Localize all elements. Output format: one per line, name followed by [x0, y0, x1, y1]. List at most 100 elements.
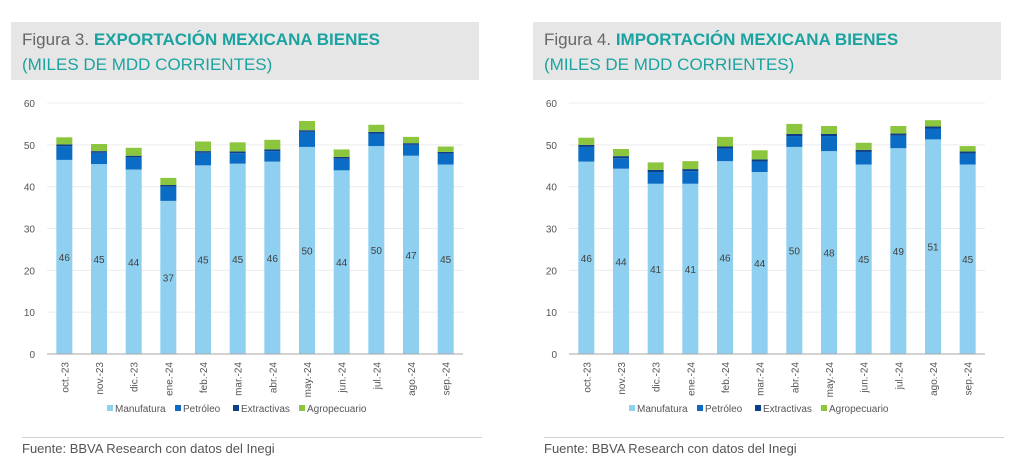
bar-segment-petrleo — [647, 172, 664, 184]
y-tick-label: 40 — [546, 183, 558, 194]
bar-segment-extractivas — [613, 156, 629, 159]
data-label: 44 — [336, 258, 348, 269]
x-tick-label: ago.-24 — [407, 362, 418, 396]
figure-3-panel: Figura 3. EXPORTACIÓN MEXICANA BIENES (M… — [11, 0, 501, 465]
y-tick-label: 10 — [24, 308, 36, 319]
data-label: 47 — [405, 251, 417, 262]
bar-segment-agropecuario — [229, 142, 246, 152]
data-label: 44 — [128, 258, 140, 269]
bar-segment-extractivas — [786, 133, 803, 137]
bar-segment-manufatura — [403, 155, 419, 354]
bar-segment-extractivas — [264, 149, 281, 152]
legend-label: Extractivas — [241, 404, 290, 415]
bar-segment-agropecuario — [959, 146, 976, 152]
x-tick-label: dic.-23 — [652, 362, 663, 392]
bar-segment-extractivas — [682, 169, 699, 172]
bar-segment-extractivas — [125, 155, 142, 158]
bar-segment-manufatura — [368, 146, 385, 354]
data-label: 41 — [685, 265, 697, 276]
bar-segment-extractivas — [751, 159, 768, 162]
bar-segment-agropecuario — [717, 136, 733, 147]
data-label: 45 — [858, 255, 870, 266]
bar-segment-manufatura — [925, 139, 941, 354]
figure-4-title: Figura 4. IMPORTACIÓN MEXICANA BIENES — [544, 30, 898, 50]
bar-segment-agropecuario — [56, 137, 73, 145]
bar-segment-manufatura — [821, 151, 837, 354]
bar-segment-manufatura — [578, 161, 595, 354]
data-label: 46 — [719, 254, 731, 265]
bar-segment-manufatura — [333, 170, 350, 354]
bar-segment-petrleo — [437, 153, 454, 165]
bar-segment-extractivas — [855, 149, 872, 152]
legend-label: Petróleo — [705, 404, 743, 415]
y-tick-label: 0 — [29, 350, 35, 361]
figure-4-title-box: Figura 4. IMPORTACIÓN MEXICANA BIENES (M… — [533, 22, 1001, 80]
x-tick-label: may.-24 — [825, 362, 836, 398]
legend-swatch-agropecuario — [821, 405, 827, 411]
y-tick-label: 20 — [546, 266, 558, 277]
bar-segment-agropecuario — [91, 143, 107, 152]
data-label: 44 — [615, 257, 627, 268]
bar-segment-extractivas — [959, 151, 976, 154]
bar-segment-manufatura — [959, 164, 976, 354]
bar-segment-extractivas — [925, 126, 941, 129]
bar-segment-agropecuario — [890, 126, 907, 134]
bar-segment-petrleo — [333, 158, 350, 171]
bar-segment-manufatura — [437, 164, 454, 354]
y-tick-label: 60 — [24, 99, 36, 110]
bar-segment-manufatura — [682, 183, 699, 354]
x-tick-label: sep.-24 — [964, 362, 975, 396]
bar-segment-petrleo — [786, 136, 803, 147]
bar-segment-agropecuario — [821, 126, 837, 134]
x-tick-label: dic.-23 — [130, 362, 141, 392]
data-label: 44 — [754, 259, 766, 270]
bar-segment-extractivas — [56, 144, 73, 147]
bar-segment-manufatura — [855, 164, 872, 354]
bar-segment-petrleo — [751, 161, 768, 173]
bar-segment-petrleo — [125, 157, 142, 170]
data-label: 50 — [371, 246, 383, 257]
data-label: 50 — [789, 246, 801, 257]
data-label: 45 — [962, 255, 974, 266]
bar-segment-extractivas — [229, 151, 246, 154]
legend-label: Manufatura — [637, 404, 688, 415]
data-label: 45 — [232, 255, 244, 266]
bar-segment-extractivas — [647, 169, 664, 173]
bar-segment-agropecuario — [264, 139, 281, 150]
bar-segment-agropecuario — [613, 149, 629, 157]
x-tick-label: ene.-24 — [164, 362, 175, 396]
x-tick-label: nov.-23 — [95, 362, 106, 395]
bar-segment-agropecuario — [578, 137, 595, 145]
data-label: 46 — [581, 254, 593, 265]
data-label: 51 — [927, 243, 939, 254]
bar-segment-petrleo — [403, 144, 419, 156]
data-label: 37 — [163, 273, 175, 284]
bar-segment-extractivas — [195, 151, 211, 153]
figure-3-title-text: EXPORTACIÓN MEXICANA BIENES — [93, 30, 381, 49]
bar-segment-manufatura — [717, 161, 733, 354]
bar-segment-petrleo — [264, 151, 281, 162]
bar-segment-extractivas — [333, 156, 350, 159]
bar-segment-extractivas — [368, 131, 385, 134]
y-tick-label: 60 — [546, 99, 558, 110]
x-tick-label: ago.-24 — [929, 362, 940, 396]
bar-segment-agropecuario — [160, 177, 177, 185]
x-tick-label: sep.-24 — [442, 362, 453, 396]
legend-label: Agropecuario — [307, 404, 367, 415]
x-tick-label: jul.-24 — [372, 362, 383, 391]
bar-segment-petrleo — [959, 153, 976, 165]
bar-segment-petrleo — [195, 152, 211, 166]
y-tick-label: 10 — [546, 308, 558, 319]
y-tick-label: 0 — [551, 350, 557, 361]
x-tick-label: may.-24 — [303, 362, 314, 398]
x-tick-label: jun.-24 — [860, 362, 871, 394]
y-tick-label: 30 — [24, 225, 36, 236]
bar-segment-petrleo — [890, 135, 907, 149]
legend-swatch-petrleo — [697, 405, 703, 411]
figure-4-subtitle: (MILES DE MDD CORRIENTES) — [544, 55, 795, 74]
bar-segment-manufatura — [195, 165, 211, 354]
data-label: 50 — [301, 246, 313, 257]
bar-segment-agropecuario — [751, 150, 768, 160]
y-tick-label: 20 — [24, 266, 36, 277]
legend-label: Agropecuario — [829, 404, 889, 415]
